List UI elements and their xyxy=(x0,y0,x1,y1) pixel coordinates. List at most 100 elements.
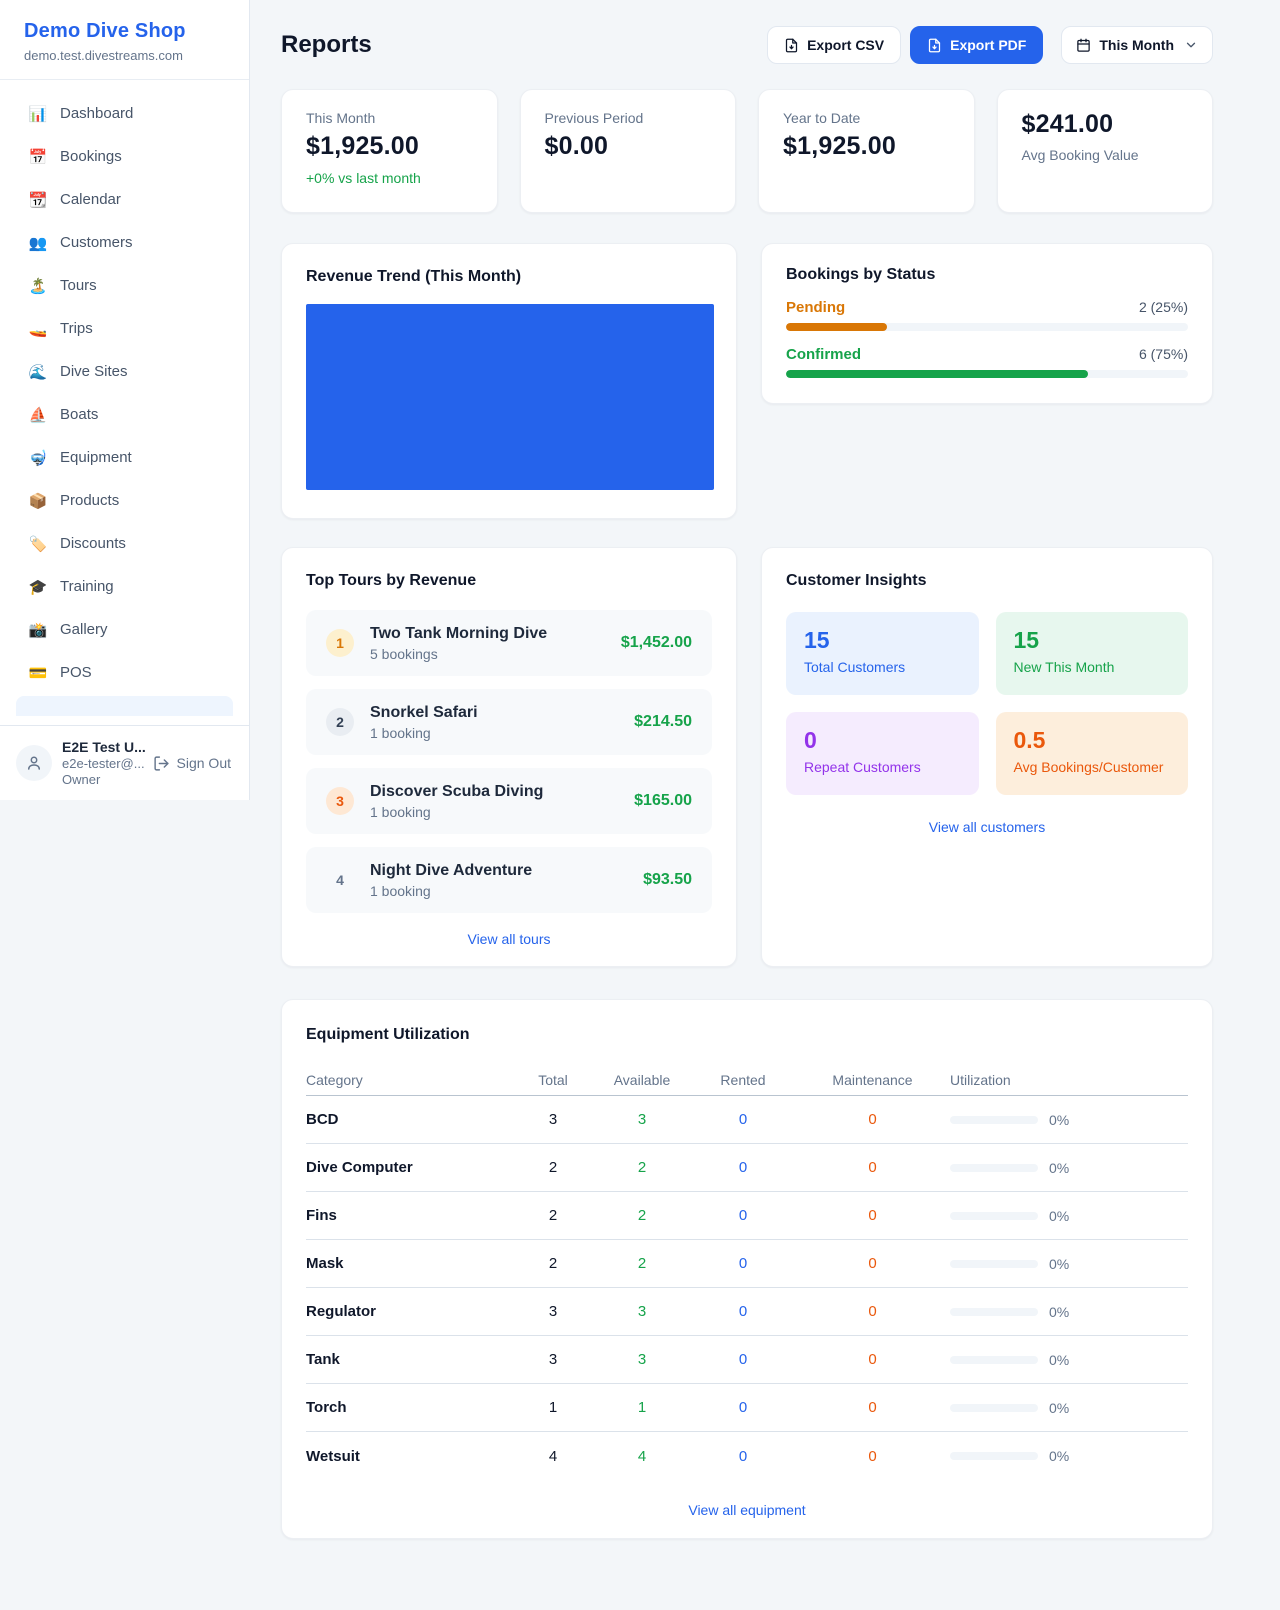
stat-label: Avg Booking Value xyxy=(1021,147,1139,163)
stat-card-this-month: This Month $1,925.00 +0% vs last month xyxy=(281,89,498,213)
utilization-percent: 0% xyxy=(1049,1207,1070,1224)
view-all-equipment-link[interactable]: View all equipment xyxy=(688,1502,806,1518)
table-row: Wetsuit 4 4 0 0 0% xyxy=(306,1432,1188,1480)
user-panel: E2E Test U... e2e-tester@... Owner Sign … xyxy=(0,725,249,800)
tour-list-item: 1 Two Tank Morning Dive 5 bookings $1,45… xyxy=(306,610,712,676)
shop-name: Demo Dive Shop xyxy=(24,20,186,42)
insight-tile-avg-bookings: 0.5 Avg Bookings/Customer xyxy=(995,712,1188,795)
rank-badge: 4 xyxy=(336,872,344,888)
stat-label: Previous Period xyxy=(544,110,644,126)
column-header: Rented xyxy=(720,1071,766,1088)
charts-row: Revenue Trend (This Month) Bookings by S… xyxy=(281,243,1213,519)
sidebar-item-label: Calendar xyxy=(60,191,121,208)
customer-insights-title: Customer Insights xyxy=(786,572,927,589)
tile-label: New This Month xyxy=(1013,659,1115,675)
tour-revenue: $165.00 xyxy=(634,792,692,809)
cell-utilization: 0% xyxy=(950,1160,1188,1176)
cell-rented: 0 xyxy=(738,1447,748,1465)
sidebar-item-pos[interactable]: 💳 POS xyxy=(16,653,233,692)
rank-badge: 2 xyxy=(326,708,354,736)
dashboard-icon: 📊 xyxy=(28,105,48,123)
utilization-bar xyxy=(950,1259,1038,1268)
sidebar-item-gallery[interactable]: 📸 Gallery xyxy=(16,610,233,649)
pos-icon: 💳 xyxy=(28,664,48,682)
stat-value: $1,925.00 xyxy=(306,132,420,160)
sign-out-button[interactable]: Sign Out xyxy=(151,755,233,772)
tour-revenue: $214.50 xyxy=(634,713,692,730)
view-all-tours-link[interactable]: View all tours xyxy=(467,931,551,947)
user-icon xyxy=(28,756,40,770)
cell-total: 3 xyxy=(548,1303,558,1320)
tour-revenue: $93.50 xyxy=(643,871,692,888)
cell-available: 3 xyxy=(637,1303,647,1320)
sidebar-item-label: Training xyxy=(60,578,114,595)
view-all-customers-link[interactable]: View all customers xyxy=(928,819,1046,835)
export-csv-button[interactable]: Export CSV xyxy=(767,26,902,64)
table-row: Dive Computer 2 2 0 0 0% xyxy=(306,1144,1188,1192)
status-progress-fill xyxy=(786,323,887,331)
sidebar-item-calendar[interactable]: 📆 Calendar xyxy=(16,180,233,219)
stat-delta: +0% vs last month xyxy=(306,170,421,186)
cell-total: 3 xyxy=(548,1111,558,1128)
bookings-icon: 📅 xyxy=(28,148,48,166)
tour-bookings: 1 booking xyxy=(370,882,431,899)
revenue-trend-title: Revenue Trend (This Month) xyxy=(306,268,522,285)
bookings-by-status-card: Bookings by Status Pending 2 (25%) Confi… xyxy=(761,243,1213,404)
cell-total: 4 xyxy=(548,1447,558,1465)
sidebar-item-customers[interactable]: 👥 Customers xyxy=(16,223,233,262)
sidebar-item-label: Dashboard xyxy=(60,105,134,122)
tile-value: 15 xyxy=(1013,627,1040,653)
sidebar-item-bookings[interactable]: 📅 Bookings xyxy=(16,137,233,176)
chevron-down-icon xyxy=(1186,42,1196,48)
cell-available: 4 xyxy=(637,1447,647,1465)
period-label: This Month xyxy=(1099,37,1174,53)
sign-out-label: Sign Out xyxy=(176,755,231,771)
calendar-icon xyxy=(1077,38,1091,52)
sidebar-item-equipment[interactable]: 🤿 Equipment xyxy=(16,438,233,477)
boats-icon: ⛵ xyxy=(28,406,48,424)
revenue-trend-bar xyxy=(306,304,714,490)
rank-badge: 1 xyxy=(326,629,354,657)
sidebar-item-products[interactable]: 📦 Products xyxy=(16,481,233,520)
cell-maintenance: 0 xyxy=(868,1351,877,1368)
cell-category: Regulator xyxy=(306,1303,377,1320)
sidebar-item-trips[interactable]: 🚤 Trips xyxy=(16,309,233,348)
tour-list: 1 Two Tank Morning Dive 5 bookings $1,45… xyxy=(306,610,712,913)
file-download-icon xyxy=(785,38,798,52)
sidebar-item-dive-sites[interactable]: 🌊 Dive Sites xyxy=(16,352,233,391)
tour-list-item: 3 Discover Scuba Diving 1 booking $165.0… xyxy=(306,768,712,834)
column-header: Utilization xyxy=(950,1071,1011,1088)
tour-list-item: 2 Snorkel Safari 1 booking $214.50 xyxy=(306,689,712,755)
export-pdf-button[interactable]: Export PDF xyxy=(910,26,1044,64)
cell-total: 3 xyxy=(548,1351,558,1368)
status-count: 2 (25%) xyxy=(1138,299,1188,315)
insight-tiles: 15 Total Customers 15 New This Month 0 R… xyxy=(786,612,1188,795)
sidebar: Demo Dive Shop demo.test.divestreams.com… xyxy=(0,0,250,800)
insight-tile-new-this-month: 15 New This Month xyxy=(995,612,1188,695)
file-download-icon xyxy=(928,38,941,52)
sidebar-item-training[interactable]: 🎓 Training xyxy=(16,567,233,606)
tour-name: Night Dive Adventure xyxy=(370,861,533,879)
cell-maintenance: 0 xyxy=(868,1447,877,1465)
sidebar-item-dashboard[interactable]: 📊 Dashboard xyxy=(16,94,233,133)
cell-maintenance: 0 xyxy=(868,1159,877,1176)
cell-available: 2 xyxy=(637,1255,647,1272)
sidebar-item-boats[interactable]: ⛵ Boats xyxy=(16,395,233,434)
tile-label: Avg Bookings/Customer xyxy=(1013,759,1164,775)
discounts-icon: 🏷️ xyxy=(28,535,48,553)
stat-card-avg-booking-value: $241.00 Avg Booking Value xyxy=(996,89,1213,213)
period-dropdown[interactable]: This Month xyxy=(1061,26,1213,64)
sidebar-item-reports-partial[interactable] xyxy=(16,696,233,716)
cell-rented: 0 xyxy=(738,1159,748,1176)
sidebar-item-label: Dive Sites xyxy=(60,363,128,380)
avatar xyxy=(16,745,52,781)
sidebar-item-tours[interactable]: 🏝️ Tours xyxy=(16,266,233,305)
tour-bookings: 5 bookings xyxy=(370,645,438,662)
top-tours-title: Top Tours by Revenue xyxy=(306,572,477,589)
sidebar-item-discounts[interactable]: 🏷️ Discounts xyxy=(16,524,233,563)
logout-icon xyxy=(153,755,169,771)
utilization-bar xyxy=(950,1115,1038,1124)
sidebar-header: Demo Dive Shop demo.test.divestreams.com xyxy=(0,0,249,80)
cell-category: Fins xyxy=(306,1207,337,1224)
calendar-icon: 📆 xyxy=(28,191,48,209)
